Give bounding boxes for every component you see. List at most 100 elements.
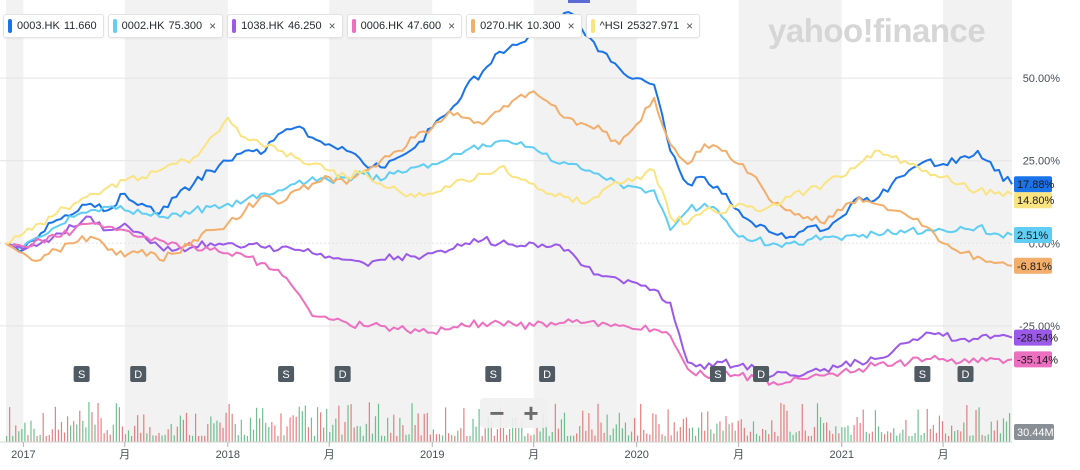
volume-bar [521, 420, 523, 442]
volume-bar [432, 429, 434, 442]
yahoo-finance-logo: yahoo!finance [768, 12, 986, 49]
series-lines [5, 11, 1013, 386]
volume-bar [155, 435, 157, 442]
legend-chip-hsi[interactable]: ^HSI 25327.971 × [585, 14, 701, 38]
volume-bar [685, 417, 688, 442]
volume-bar [630, 431, 633, 442]
legend-chip-0270hk[interactable]: 0270.HK 10.300 × [466, 14, 582, 38]
volume-bar [554, 403, 556, 442]
volume-bar [371, 433, 374, 442]
legend-chip-0002hk[interactable]: 0002.HK 75.300 × [107, 14, 224, 38]
volume-bar [649, 434, 651, 442]
volume-bar [652, 413, 654, 442]
volume-bar [274, 425, 276, 442]
legend-chip-0006hk[interactable]: 0006.HK 47.600 × [346, 14, 463, 38]
volume-bar [862, 409, 864, 442]
volume-bar [24, 422, 26, 442]
volume-bar [191, 435, 194, 442]
volume-bar [460, 428, 462, 442]
close-icon[interactable]: × [209, 19, 217, 33]
volume-bar [865, 431, 867, 442]
volume-bar [146, 433, 148, 442]
volume-bar [143, 414, 145, 442]
volume-bar [225, 412, 227, 442]
volume-bar [600, 422, 602, 442]
volume-bar [688, 428, 691, 442]
legend-price: 47.600 [407, 20, 442, 32]
volume-bar [509, 429, 511, 442]
zoom-out-button[interactable]: − [480, 398, 514, 428]
volume-bar [960, 431, 962, 442]
volume-bar [451, 435, 453, 442]
legend-chip-1038hk[interactable]: 1038.HK 46.250 × [227, 14, 343, 38]
volume-bar [252, 429, 255, 442]
volume-bar [722, 430, 724, 442]
volume-bar [947, 435, 950, 442]
volume-bar [94, 424, 96, 442]
volume-bar [103, 433, 105, 442]
end-label-0270hk: -6.81% [1017, 261, 1052, 273]
volume-bar [469, 435, 471, 442]
volume-bar [1008, 413, 1011, 442]
volume-bar [457, 430, 459, 442]
volume-bar [204, 435, 206, 442]
volume-bar [719, 421, 721, 442]
volume-bar [606, 414, 608, 442]
x-tick-label: 2021 [829, 449, 853, 461]
close-icon[interactable]: × [686, 19, 694, 33]
volume-bar [304, 405, 306, 442]
volume-bar [323, 427, 325, 442]
legend-symbol: 0003.HK [17, 20, 60, 32]
volume-bar [505, 434, 508, 442]
volume-bar [871, 431, 873, 442]
volume-bar [673, 422, 675, 442]
close-icon[interactable]: × [567, 19, 575, 33]
volume-bar [118, 407, 120, 442]
volume-bar [883, 434, 886, 442]
volume-bar [347, 405, 349, 442]
volume-bar [338, 405, 340, 442]
volume-bar [923, 432, 925, 442]
close-icon[interactable]: × [448, 19, 456, 33]
volume-label-box [1014, 424, 1054, 440]
x-tick-label: 2019 [420, 449, 444, 461]
legend-symbol: 1038.HK [241, 20, 284, 32]
volume-bar [725, 416, 727, 442]
volume-bar [402, 425, 404, 442]
legend-price: 11.660 [63, 20, 97, 32]
volume-bar [57, 429, 60, 442]
close-icon[interactable]: × [328, 19, 336, 33]
volume-bar [60, 421, 63, 442]
volume-bar [807, 435, 809, 442]
volume-bar [73, 421, 75, 442]
volume-bar [79, 410, 81, 442]
event-marker-label: S [490, 369, 497, 381]
volume-bar [597, 403, 599, 442]
volume-bar [926, 408, 928, 442]
volume-bar [603, 432, 605, 442]
volume-bar [359, 426, 361, 442]
volume-bar [609, 435, 611, 442]
volume-bar [874, 410, 877, 442]
volume-bar [813, 427, 816, 442]
volume-bar [640, 403, 642, 442]
zoom-in-button[interactable]: + [514, 398, 548, 428]
volume-bar [566, 435, 569, 442]
volume-bar [944, 433, 947, 442]
x-tick-label: 2018 [216, 449, 240, 461]
volume-bar [48, 434, 50, 442]
volume-bar [929, 428, 931, 442]
volume-bar [21, 429, 23, 442]
volume-bar [310, 417, 313, 442]
legend-price: 46.250 [287, 20, 322, 32]
legend-chip-0003hk[interactable]: 0003.HK 11.660 [3, 14, 104, 38]
volume-bar [621, 428, 623, 442]
volume-bar [173, 435, 175, 442]
event-marker-label: S [919, 369, 926, 381]
series-color-swatch [232, 19, 237, 33]
volume-bar [704, 430, 706, 442]
volume-bar [893, 428, 895, 442]
volume-bar [124, 434, 127, 442]
volume-bar [835, 426, 837, 442]
